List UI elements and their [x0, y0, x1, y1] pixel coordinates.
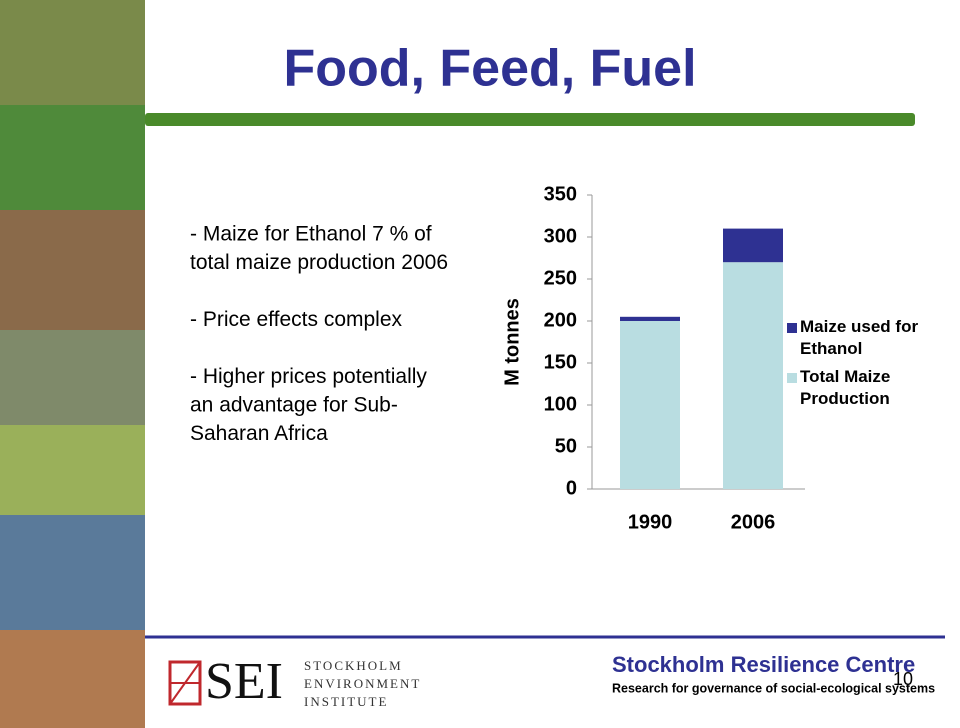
y-tick-label: 150 [544, 351, 577, 373]
legend-label: Maize used for Ethanol [800, 317, 918, 358]
logo-line: ENVIRONMENT [304, 676, 421, 691]
y-tick-label: 300 [544, 225, 577, 247]
legend-label: Total Maize Production [800, 367, 890, 408]
sei-logo: SEI STOCKHOLM ENVIRONMENT INSTITUTE [168, 653, 421, 710]
logo-mark: SEI [205, 653, 283, 710]
y-tick-label: 250 [544, 267, 577, 289]
bullet-line: - Price effects complex [190, 308, 403, 331]
footer-org: Stockholm Resilience Centre [612, 652, 915, 677]
bullet-line: total maize production 2006 [190, 251, 448, 274]
title-rule [145, 113, 915, 126]
logo-line: STOCKHOLM [304, 658, 403, 673]
bullet-line: - Maize for Ethanol 7 % of [190, 223, 432, 246]
x-tick-label: 2006 [731, 511, 776, 533]
bar-segment [723, 228, 783, 263]
x-tick-label: 1990 [628, 511, 673, 533]
photo-strip [0, 0, 145, 728]
bar-segment [723, 262, 783, 489]
footer-tagline: Research for governance of social-ecolog… [612, 681, 935, 695]
bar-segment [620, 321, 680, 489]
bullet-line: an advantage for Sub- [190, 394, 398, 417]
y-tick-label: 50 [555, 435, 577, 457]
y-tick-label: 350 [544, 183, 577, 205]
bullet-line: Saharan Africa [190, 422, 328, 445]
bullets: - Maize for Ethanol 7 % of total maize pr… [190, 223, 448, 446]
logo-line: INSTITUTE [304, 694, 388, 709]
legend-swatch [787, 323, 797, 333]
y-axis-label: M tonnes [501, 298, 523, 386]
y-tick-label: 0 [566, 477, 577, 499]
bullet-line: - Higher prices potentially [190, 365, 427, 388]
page-number: 10 [893, 669, 913, 689]
legend-swatch [787, 373, 797, 383]
slide-title: Food, Feed, Fuel [283, 40, 696, 98]
y-tick-label: 100 [544, 393, 577, 415]
y-tick-label: 200 [544, 309, 577, 331]
chart: 0 50 100 150 200 250 300 350 M tonnes 1990 2006 Mai… [501, 183, 918, 533]
bar-segment [620, 316, 680, 321]
